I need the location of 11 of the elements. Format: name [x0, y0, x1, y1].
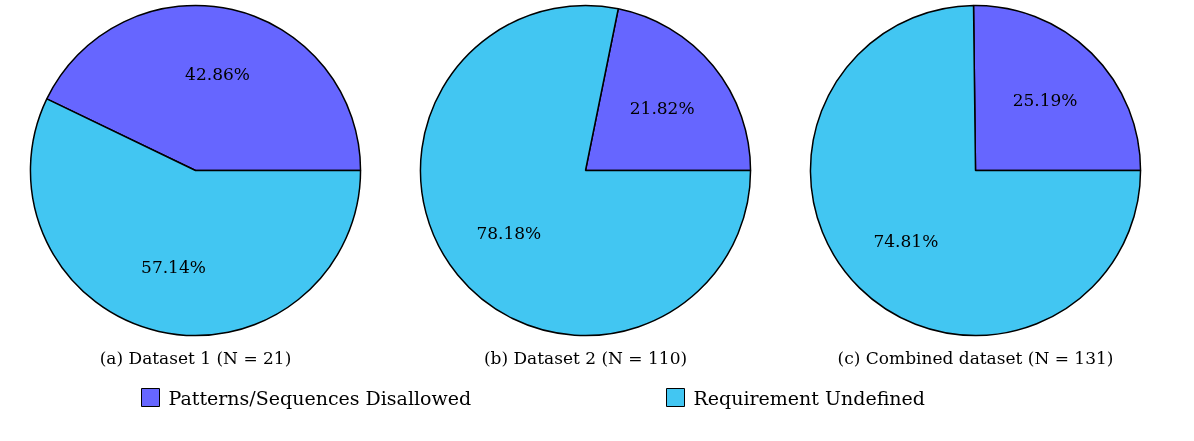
data-label: 74.81% [873, 230, 939, 251]
legend-label: Patterns/Sequences Disallowed [168, 386, 472, 409]
text: (a) Dataset 1 (N = 21) [99, 347, 292, 368]
text: (c) Combined dataset (N = 131) [837, 347, 1114, 368]
data-label: 25.19% [1012, 90, 1078, 111]
text: (b) Dataset 2 (N = 110) [483, 347, 688, 368]
legend-label: Requirement Undefined [693, 386, 925, 409]
data-label: 78.18% [476, 223, 542, 244]
data-label: 21.82% [629, 97, 695, 118]
data-label: 42.86% [185, 63, 250, 84]
data-label: 57.14% [141, 257, 206, 278]
